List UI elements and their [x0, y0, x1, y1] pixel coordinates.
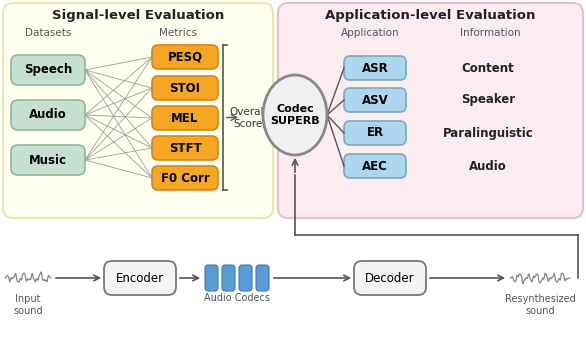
- FancyBboxPatch shape: [278, 3, 583, 218]
- Text: PESQ: PESQ: [168, 51, 203, 64]
- FancyBboxPatch shape: [11, 100, 85, 130]
- Text: Signal-level Evaluation: Signal-level Evaluation: [52, 9, 224, 22]
- FancyBboxPatch shape: [152, 166, 218, 190]
- Text: Encoder: Encoder: [116, 272, 164, 285]
- FancyBboxPatch shape: [104, 261, 176, 295]
- FancyBboxPatch shape: [11, 145, 85, 175]
- FancyBboxPatch shape: [222, 265, 235, 291]
- Text: Resynthesized
sound: Resynthesized sound: [505, 294, 575, 316]
- FancyBboxPatch shape: [11, 55, 85, 85]
- FancyBboxPatch shape: [3, 3, 273, 218]
- FancyBboxPatch shape: [152, 76, 218, 100]
- Text: MEL: MEL: [171, 111, 199, 124]
- FancyBboxPatch shape: [256, 265, 269, 291]
- Text: Overall
Score: Overall Score: [229, 107, 267, 129]
- Text: Audio: Audio: [469, 159, 507, 172]
- Text: Application-level Evaluation: Application-level Evaluation: [325, 9, 535, 22]
- FancyBboxPatch shape: [205, 265, 218, 291]
- FancyBboxPatch shape: [152, 45, 218, 69]
- FancyBboxPatch shape: [344, 56, 406, 80]
- FancyBboxPatch shape: [344, 154, 406, 178]
- Text: Metrics: Metrics: [159, 28, 197, 38]
- FancyBboxPatch shape: [344, 121, 406, 145]
- Text: ASR: ASR: [362, 62, 389, 75]
- Text: Codec
SUPERB: Codec SUPERB: [270, 104, 320, 126]
- FancyBboxPatch shape: [152, 136, 218, 160]
- Text: Speech: Speech: [24, 64, 72, 77]
- Text: ASV: ASV: [362, 93, 389, 106]
- Text: Audio: Audio: [29, 108, 67, 121]
- Text: Input
sound: Input sound: [13, 294, 43, 316]
- Text: Paralinguistic: Paralinguistic: [442, 127, 533, 140]
- Ellipse shape: [263, 75, 327, 155]
- Text: Audio Codecs: Audio Codecs: [204, 293, 270, 303]
- Text: Application: Application: [340, 28, 399, 38]
- Text: Information: Information: [459, 28, 520, 38]
- FancyBboxPatch shape: [354, 261, 426, 295]
- Text: Datasets: Datasets: [25, 28, 71, 38]
- Text: Content: Content: [462, 62, 515, 75]
- Text: STFT: STFT: [169, 142, 202, 155]
- Text: ER: ER: [366, 127, 384, 140]
- Text: Decoder: Decoder: [365, 272, 415, 285]
- FancyBboxPatch shape: [344, 88, 406, 112]
- FancyBboxPatch shape: [239, 265, 252, 291]
- FancyBboxPatch shape: [152, 106, 218, 130]
- Text: Music: Music: [29, 154, 67, 167]
- Text: Speaker: Speaker: [461, 93, 515, 106]
- Text: AEC: AEC: [362, 159, 388, 172]
- Text: STOI: STOI: [169, 81, 200, 94]
- Text: F0 Corr: F0 Corr: [161, 171, 209, 184]
